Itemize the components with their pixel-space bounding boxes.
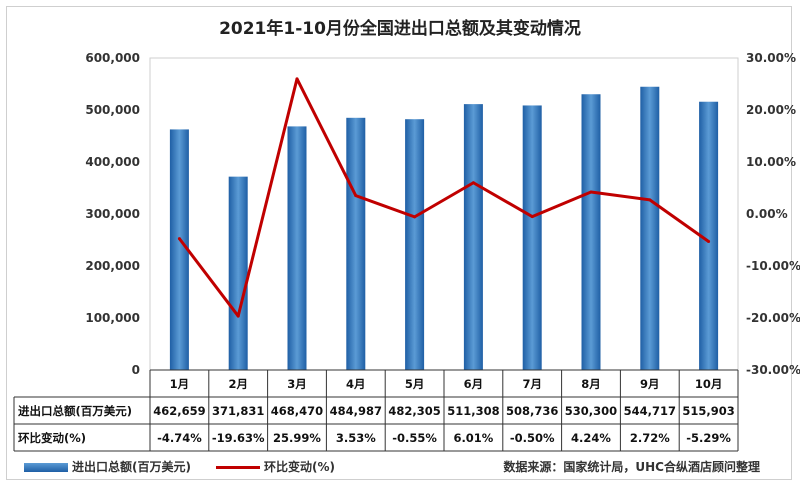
bar xyxy=(228,176,248,370)
bar xyxy=(287,126,307,370)
data-label: 484,987 xyxy=(330,404,382,418)
legend-line-label: 环比变动(%) xyxy=(264,460,335,474)
bar xyxy=(699,101,719,370)
y-tick-label: 200,000 xyxy=(85,259,140,273)
data-label: 530,300 xyxy=(565,404,617,418)
x-tick-label: 9月 xyxy=(640,377,660,391)
bar xyxy=(581,94,601,370)
data-label: 6.01% xyxy=(453,431,493,445)
x-tick-label: 4月 xyxy=(346,377,366,391)
y2-tick-label: 10.00% xyxy=(746,155,796,169)
x-tick-label: 2月 xyxy=(228,377,248,391)
x-tick-label: 8月 xyxy=(581,377,601,391)
y2-tick-label: 30.00% xyxy=(746,51,796,65)
y2-tick-label: 20.00% xyxy=(746,103,796,117)
x-tick-label: 6月 xyxy=(464,377,484,391)
legend-line-swatch xyxy=(216,466,260,469)
data-label: 482,305 xyxy=(388,404,440,418)
line-point xyxy=(530,215,534,219)
x-tick-label: 7月 xyxy=(522,377,542,391)
bar xyxy=(522,105,542,371)
data-label: 544,717 xyxy=(624,404,676,418)
line-point xyxy=(648,198,652,202)
y2-tick-label: -10.00% xyxy=(746,259,800,273)
x-tick-label: 10月 xyxy=(695,377,723,391)
line-series xyxy=(178,77,710,318)
x-tick-label: 1月 xyxy=(170,377,190,391)
line-point xyxy=(413,215,417,219)
x-tick-label: 3月 xyxy=(287,377,307,391)
line-point xyxy=(707,240,711,244)
data-label: 515,903 xyxy=(682,404,734,418)
data-label: 3.53% xyxy=(336,431,376,445)
y-tick-label: 500,000 xyxy=(85,103,140,117)
bar xyxy=(463,104,483,370)
data-label: 371,831 xyxy=(212,404,264,418)
data-label: -19.63% xyxy=(212,431,265,445)
chart-frame xyxy=(6,6,792,480)
data-source: 数据来源：国家统计局，UHC合纵酒店顾问整理 xyxy=(503,460,760,474)
y2-tick-label: -20.00% xyxy=(746,311,800,325)
y2-tick-label: -30.00% xyxy=(746,363,800,377)
bar xyxy=(640,86,660,370)
data-label: -0.55% xyxy=(392,431,437,445)
y-tick-label: 100,000 xyxy=(85,311,140,325)
table-row-label: 进出口总额(百万美元) xyxy=(18,404,132,418)
data-label: -5.29% xyxy=(686,431,731,445)
line-point xyxy=(295,77,299,81)
data-label: -0.50% xyxy=(510,431,555,445)
legend-bar-swatch xyxy=(24,463,68,472)
y-tick-label: 0 xyxy=(132,363,140,377)
legend-line: 环比变动(%) xyxy=(216,458,335,475)
line-point xyxy=(354,194,358,198)
data-label: 4.24% xyxy=(571,431,611,445)
bar xyxy=(405,119,425,370)
y-tick-label: 400,000 xyxy=(85,155,140,169)
bar xyxy=(346,117,366,370)
chart-title: 2021年1-10月份全国进出口总额及其变动情况 xyxy=(219,19,581,39)
x-tick-label: 5月 xyxy=(405,377,425,391)
y2-tick-label: 0.00% xyxy=(746,207,788,221)
data-label: 468,470 xyxy=(271,404,323,418)
legend-bar-label: 进出口总额(百万美元) xyxy=(72,460,191,474)
table-row-label: 环比变动(%) xyxy=(18,431,86,445)
line-point xyxy=(589,190,593,194)
data-label: 511,308 xyxy=(447,404,499,418)
line-point xyxy=(177,237,181,241)
data-label: 508,736 xyxy=(506,404,558,418)
y-tick-label: 600,000 xyxy=(85,51,140,65)
data-label: -4.74% xyxy=(157,431,202,445)
line-point xyxy=(471,181,475,185)
y-tick-label: 300,000 xyxy=(85,207,140,221)
legend-bar: 进出口总额(百万美元) xyxy=(24,458,191,475)
data-label: 25.99% xyxy=(273,431,321,445)
line-point xyxy=(236,314,240,318)
bar xyxy=(169,129,189,370)
data-label: 2.72% xyxy=(630,431,670,445)
data-label: 462,659 xyxy=(153,404,205,418)
